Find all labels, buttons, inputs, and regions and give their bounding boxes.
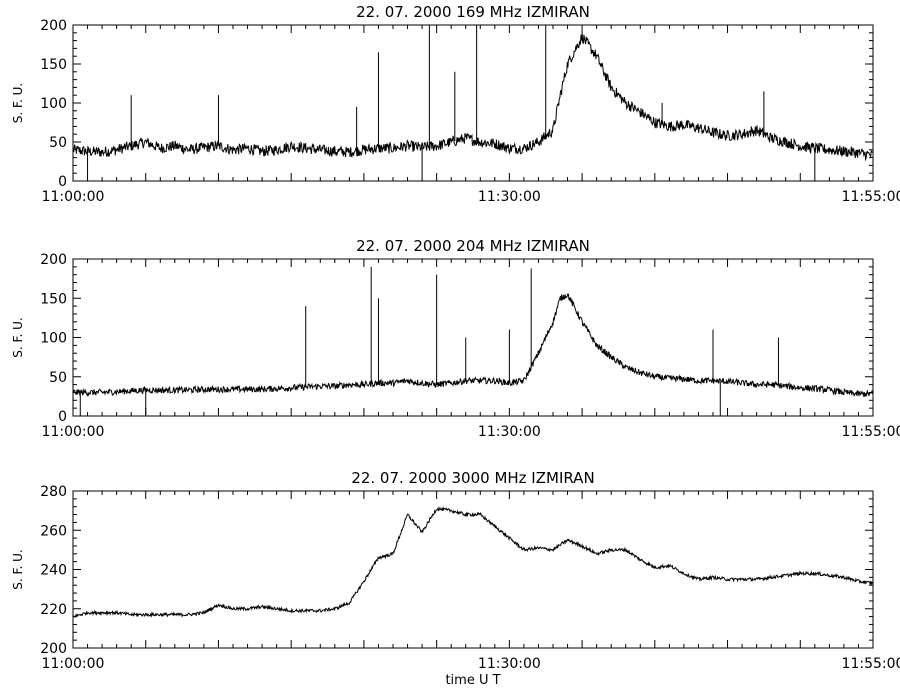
x-tick-label: 11:30:00: [478, 189, 541, 205]
y-tick-label: 50: [49, 135, 67, 151]
y-tick-label: 280: [40, 484, 67, 500]
x-tick-label: 11:55:00: [842, 424, 900, 440]
chart-title: 22. 07. 2000 3000 MHz IZMIRAN: [351, 469, 594, 487]
y-tick-label: 260: [40, 523, 67, 539]
chart-title: 22. 07. 2000 204 MHz IZMIRAN: [356, 237, 590, 255]
y-tick-label: 220: [40, 602, 67, 618]
y-tick-label: 200: [40, 18, 67, 34]
x-tick-label: 11:00:00: [42, 424, 105, 440]
series-line-1: [72, 32, 873, 162]
y-axis-label: S. F. U.: [11, 549, 25, 589]
x-tick-label: 11:30:00: [478, 424, 541, 440]
x-tick-label: 11:00:00: [42, 656, 105, 672]
x-tick-label: 11:00:00: [42, 189, 105, 205]
series-line-1: [72, 506, 874, 618]
y-tick-label: 100: [40, 331, 67, 347]
y-tick-label: 200: [40, 252, 67, 268]
x-axis-label: time U T: [445, 673, 500, 688]
chart-panel-3: 22. 07. 2000 3000 MHz IZMIRAN S. F. U. 200…: [11, 469, 900, 688]
chart-title: 22. 07. 2000 169 MHz IZMIRAN: [356, 3, 590, 21]
y-tick-label: 150: [40, 57, 67, 73]
y-tick-label: 100: [40, 96, 67, 112]
y-axis-label: S. F. U.: [11, 317, 25, 357]
x-tick-label: 11:55:00: [842, 189, 900, 205]
y-tick-label: 0: [58, 409, 67, 425]
y-tick-label: 150: [40, 291, 67, 307]
chart-panel-2: 22. 07. 2000 204 MHz IZMIRAN S. F. U. 0 50 1…: [11, 237, 900, 440]
y-tick-label: 50: [49, 370, 67, 386]
x-tick-label: 11:30:00: [478, 656, 541, 672]
plot-frame: [72, 24, 874, 182]
series-line-1: [72, 292, 874, 397]
chart-panel-1: 22. 07. 2000 169 MHz IZMIRAN S. F. U. 0 50 1…: [11, 3, 900, 205]
x-tick-label: 11:55:00: [842, 656, 900, 672]
y-axis-label: S. F. U.: [11, 83, 25, 123]
y-tick-label: 240: [40, 563, 67, 579]
y-tick-label: 200: [40, 641, 67, 657]
y-tick-label: 0: [58, 174, 67, 190]
